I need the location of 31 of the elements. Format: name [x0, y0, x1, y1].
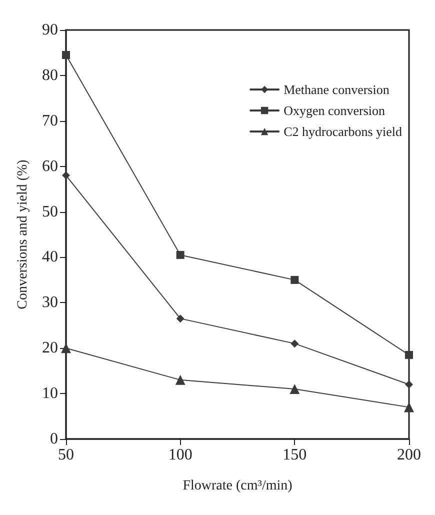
point: [405, 350, 413, 359]
x-tick-label: 100: [168, 446, 192, 464]
y-tick-label: 30: [42, 294, 58, 312]
point: [62, 50, 70, 59]
y-tick-label: 0: [50, 430, 58, 448]
x-tick-label: 200: [397, 446, 421, 464]
point: [176, 250, 184, 259]
x-tick-label: 50: [58, 446, 74, 464]
point: [62, 171, 70, 180]
point: [176, 314, 184, 323]
point: [405, 380, 413, 388]
point: [404, 402, 414, 412]
y-tick-label: 90: [42, 22, 58, 38]
point: [290, 276, 299, 284]
y-tick-label: 10: [42, 385, 58, 402]
point: [290, 340, 299, 348]
y-tick-label: 70: [42, 112, 58, 130]
legend-label: Methane conversion: [284, 82, 390, 97]
point: [290, 384, 300, 394]
x-axis-title: Flowrate (cm³/min): [182, 478, 293, 494]
y-tick-label: 50: [42, 203, 58, 220]
legend-label: Oxygen conversion: [284, 103, 386, 118]
y-axis-title: Conversions and yield (%): [16, 159, 30, 310]
y-tick-label: 40: [42, 248, 58, 266]
y-tick-label: 60: [42, 158, 58, 175]
y-tick-label: 80: [42, 66, 58, 84]
point: [61, 343, 71, 354]
x-tick-label: 150: [282, 446, 307, 464]
legend-label: C2 hydrocarbons yield: [284, 124, 402, 139]
point: [175, 374, 186, 385]
y-tick-label: 20: [42, 340, 58, 357]
